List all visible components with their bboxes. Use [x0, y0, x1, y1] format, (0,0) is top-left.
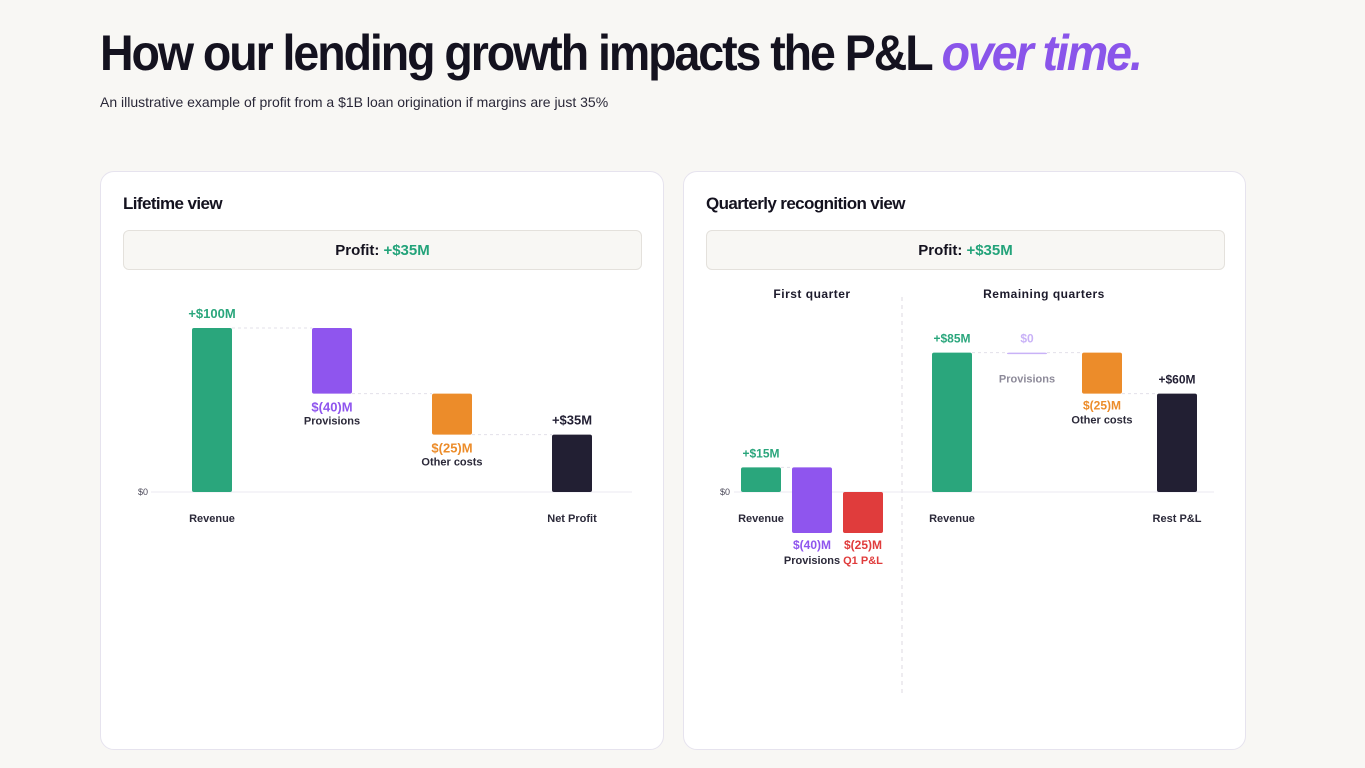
data-label: +$35M [552, 413, 592, 428]
lifetime-profit-box: Profit: +$35M [123, 230, 642, 270]
page-title-main: How our lending growth impacts the P&L [100, 25, 933, 81]
data-sublabel: Provisions [999, 374, 1055, 386]
zero-tick-label: $0 [720, 487, 730, 497]
bar-other-costs [432, 393, 472, 435]
data-label: +$100M [188, 306, 235, 321]
section-header: First quarter [773, 287, 850, 301]
data-label: $(25)M [1083, 399, 1121, 413]
bar-revenue [741, 467, 781, 492]
data-label: +$15M [742, 446, 779, 460]
data-sublabel: Provisions [784, 555, 840, 567]
quarterly-card: Quarterly recognition view Profit: +$35M… [683, 171, 1246, 750]
bar-other-costs [1082, 352, 1122, 394]
section-header: Remaining quarters [983, 287, 1105, 301]
page-title-accent: over time. [941, 25, 1143, 81]
data-sublabel: Q1 P&L [843, 555, 883, 567]
profit-label: Profit: [918, 241, 963, 259]
profit-value: +$35M [966, 241, 1013, 259]
category-label: Net Profit [547, 513, 597, 525]
data-label: +$60M [1158, 373, 1195, 387]
lifetime-card-title: Lifetime view [123, 194, 223, 213]
quarterly-waterfall-chart: First quarter Remaining quarters $0 +$15M Re… [720, 287, 1214, 697]
category-label: Revenue [738, 513, 784, 525]
quarterly-card-title: Quarterly recognition view [706, 194, 905, 213]
bar-q1-p-l [843, 492, 883, 533]
category-label: Revenue [189, 513, 235, 525]
data-label: $0 [1020, 332, 1034, 346]
bar-rest-p-l [1157, 393, 1197, 492]
data-label: $(40)M [793, 538, 831, 552]
page-title: How our lending growth impacts the P&L o… [100, 22, 1143, 84]
category-label: Rest P&L [1153, 513, 1202, 525]
lifetime-card: Lifetime view Profit: +$35M $0 +$100M Reve… [100, 171, 664, 750]
profit-value: +$35M [383, 241, 430, 259]
data-label: $(25)M [431, 441, 472, 456]
profit-label: Profit: [335, 241, 380, 259]
data-sublabel: Other costs [421, 457, 482, 469]
bar-revenue [932, 352, 972, 492]
bar-provisions [312, 328, 352, 394]
bar-revenue [192, 328, 232, 492]
quarterly-profit-box: Profit: +$35M [706, 230, 1225, 270]
data-label: +$85M [933, 332, 970, 346]
data-sublabel: Provisions [304, 416, 360, 428]
category-label: Revenue [929, 513, 975, 525]
bar-net-profit [552, 434, 592, 492]
data-label: $(40)M [311, 400, 352, 415]
zero-tick-label: $0 [138, 487, 148, 497]
bar-provisions [792, 467, 832, 533]
data-label: $(25)M [844, 538, 882, 552]
page-subtitle: An illustrative example of profit from a… [100, 94, 609, 110]
data-sublabel: Other costs [1071, 415, 1132, 427]
bar-provisions [1007, 352, 1047, 355]
